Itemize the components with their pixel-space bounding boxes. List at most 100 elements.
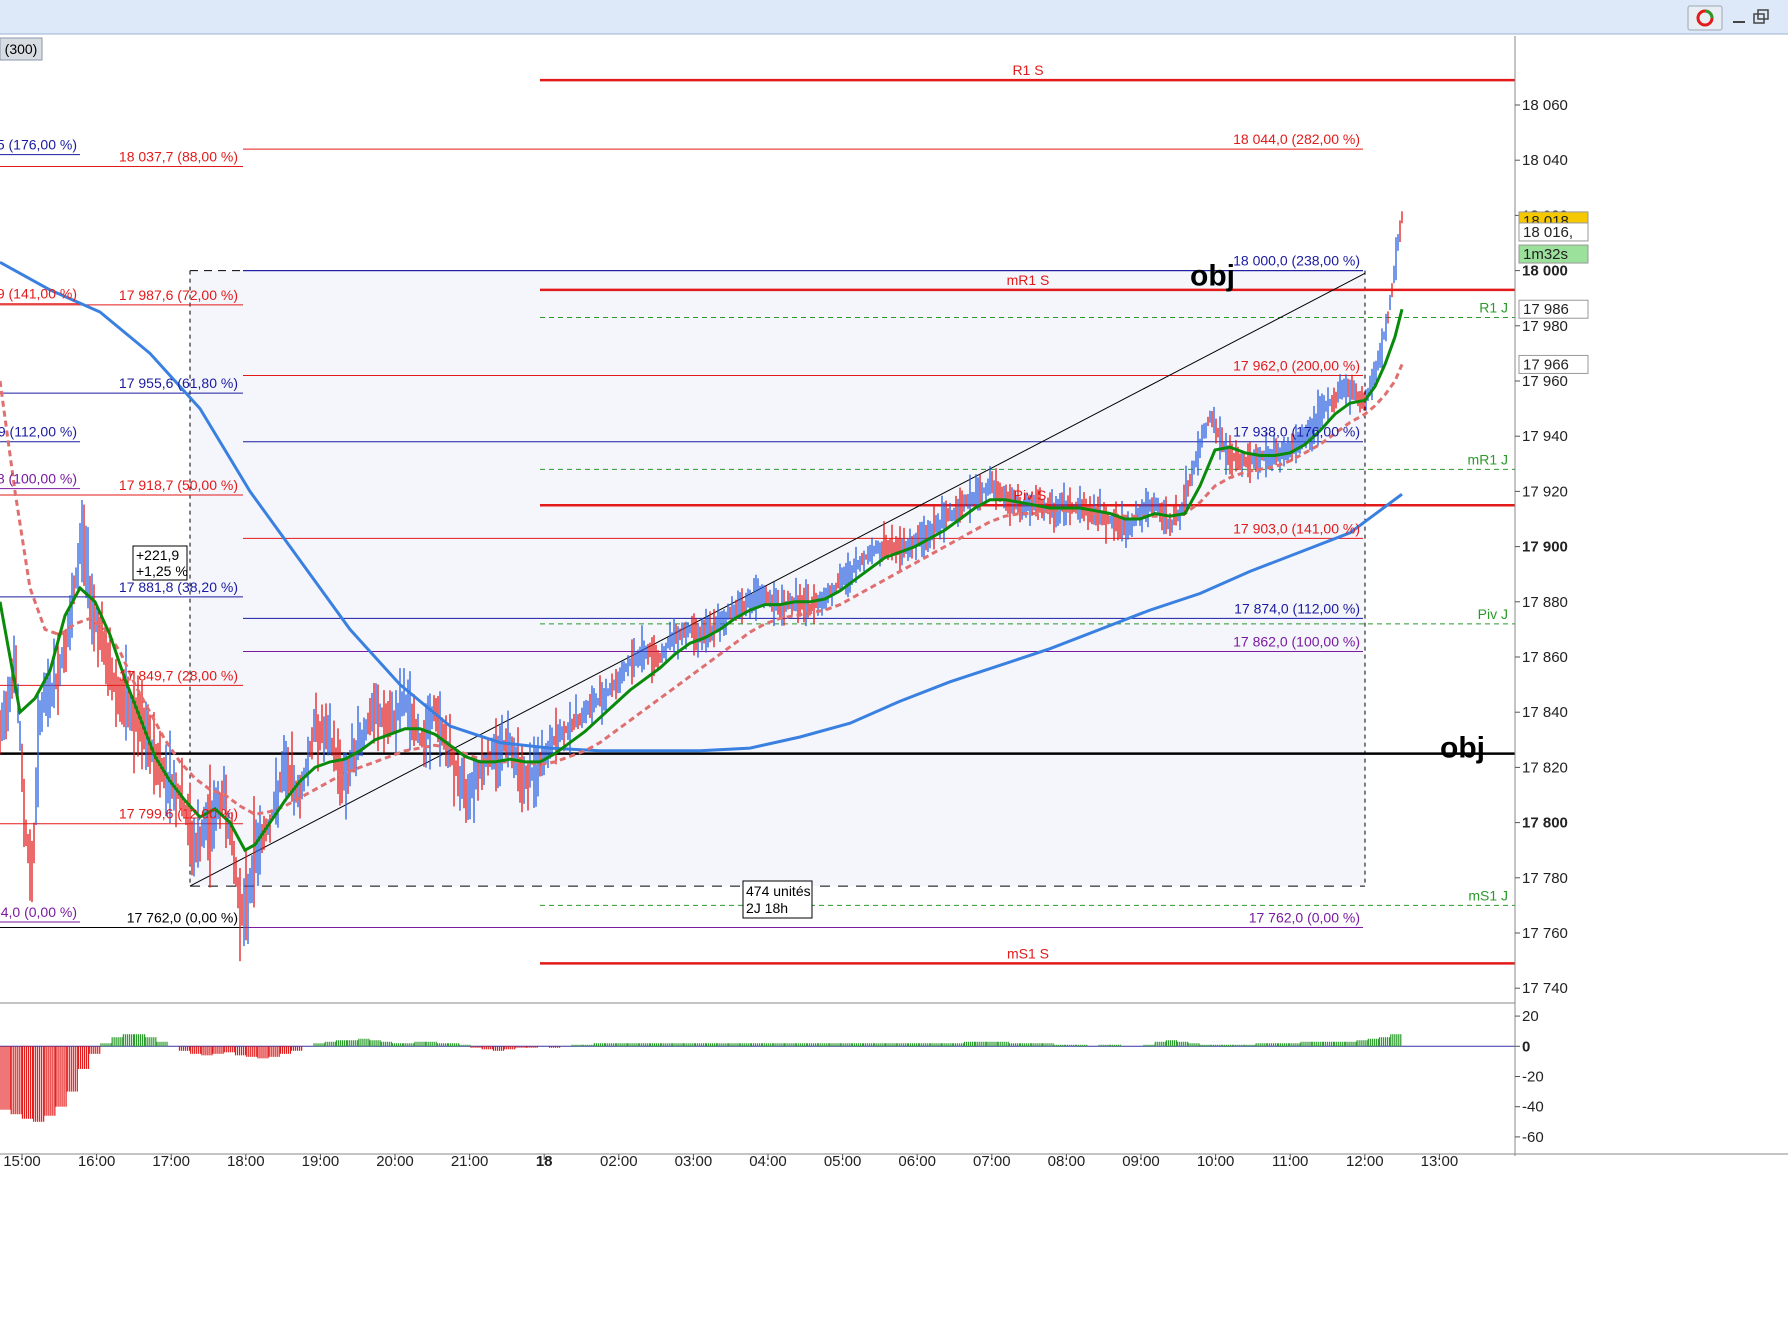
fib-right-label: 18 000,0 (238,00 %) [1233,253,1360,269]
price-tick-label: 17 780 [1522,870,1568,887]
obj-label: obj [1440,732,1485,765]
price-tick-label: 18 000 [1522,263,1568,280]
price-tick-label: 17 740 [1522,980,1568,997]
time-tick-label: 18:00 [227,1153,265,1170]
indicator-tick-label: -20 [1522,1068,1544,1085]
time-tick-label: 07:00 [973,1153,1011,1170]
title-bar [0,0,1788,34]
price-tag-label: 18 016, [1523,224,1573,241]
sync-icon[interactable] [1687,5,1723,31]
time-tick-label: 06:00 [898,1153,936,1170]
time-tick-label: 18 [536,1153,553,1170]
price-tag [1518,244,1589,264]
fib-right-label: 17 874,0 (112,00 %) [1234,600,1360,616]
indicator-tick-label: 20 [1522,1008,1539,1025]
fib-left-label: 17 987,6 (72,00 %) [119,287,238,303]
price-tick-label: 17 880 [1522,594,1568,611]
daily-label: Piv J [1478,606,1508,622]
pivot-label: Piv S [1014,487,1047,503]
price-tick-label: 17 980 [1522,318,1568,335]
time-tick-label: 12:00 [1346,1153,1384,1170]
period-button[interactable]: (300) [0,37,43,61]
histogram-layer [0,1002,1515,1122]
time-tick-label: 13:00 [1421,1153,1459,1170]
price-tick-label: 17 920 [1522,483,1568,500]
fib-right-label: 17 903,0 (141,00 %) [1233,520,1360,536]
fib-right-label: 17 962,0 (200,00 %) [1233,357,1360,373]
time-tick-label: 08:00 [1048,1153,1086,1170]
ema-green-line [0,308,1404,853]
time-tick-label: 11:00 [1272,1153,1308,1170]
price-tag-label: 17 986 [1523,301,1569,318]
price-tag-label: 1m32s [1523,246,1568,263]
fib-right-label: 17 862,0 (100,00 %) [1233,633,1360,649]
price-tick-label: 17 800 [1522,815,1568,832]
fib-right-label: 18 044,0 (282,00 %) [1233,131,1360,147]
fib-far-left-label: 9 (141,00 %) [0,286,77,302]
trendline [189,272,1366,887]
price-tick-label: 17 900 [1522,539,1568,556]
range-box-line1: 474 unités [746,883,811,899]
fib-far-left-label: 64,0 (0,00 %) [0,904,77,920]
level-labels-layer: 18 044,0 (282,00 %) 18 000,0 (238,00 %) 17… [0,62,1508,961]
pivot-label: R1 S [1012,62,1043,78]
restore-icon[interactable] [1753,9,1769,24]
time-tick-label: 05:00 [824,1153,862,1170]
price-tag [1518,354,1589,374]
time-tick-label: 10:00 [1197,1153,1235,1170]
range-box [742,880,813,919]
fib-far-left-label: 8 (100,00 %) [0,471,77,487]
price-tag [1518,299,1589,319]
time-tick-label: 17:00 [152,1153,190,1170]
time-tick-label: 16:00 [78,1153,116,1170]
price-tick-label: 17 940 [1522,428,1568,445]
fib-far-left-label: 9 (112,00 %) [0,424,77,440]
daily-label: mR1 J [1468,451,1508,467]
price-tick-label: 17 860 [1522,649,1568,666]
daily-label: mS1 J [1468,887,1508,903]
time-tick-label: 15:00 [3,1153,41,1170]
fib-left-label: 17 918,7 (50,00 %) [119,477,238,493]
fib-left-label: 17 762,0 (0,00 %) [127,909,238,925]
period-label: (300) [5,41,38,57]
pivot-label: mS1 S [1007,945,1049,961]
price-tag [1518,222,1589,242]
price-tick-label: 18 040 [1522,152,1568,169]
price-tick-label: 17 760 [1522,925,1568,942]
fib-left-label: 17 799,6 (12,00 %) [119,806,238,822]
time-tick-label: 02:00 [600,1153,638,1170]
fib-far-left-label: 5 (176,00 %) [0,137,77,153]
move-box-line1: +221,9 [136,547,179,563]
bottom-margin [0,1172,1788,1330]
sma-blue-line [0,260,1403,753]
range-box-line2: 2J 18h [746,900,788,916]
time-tick-label: 20:00 [376,1153,414,1170]
pivot-label: mR1 S [1007,272,1050,288]
price-tick-label: 17 820 [1522,759,1568,776]
time-tick-label: 19:00 [302,1153,340,1170]
fib-left-label: 17 881,8 (38,20 %) [119,579,238,595]
fib-left-label: 17 955,6 (61,80 %) [119,375,238,391]
fib-left-label: 18 037,7 (88,00 %) [119,149,238,165]
indicator-lines-layer [0,260,1404,853]
indicator-tick-label: 0 [1522,1038,1530,1055]
price-tick-label: 18 060 [1522,97,1568,114]
levels-layer [0,78,1515,965]
indicator-tick-label: -40 [1522,1099,1544,1116]
move-box [132,545,188,581]
daily-label: R1 J [1479,300,1508,316]
ema-red-line [0,363,1404,816]
fib-left-label: 17 849,7 (28,00 %) [119,667,238,683]
indicator-tick-label: -60 [1522,1129,1544,1146]
time-tick-label: 09:00 [1122,1153,1160,1170]
fib-right-label: 17 938,0 (176,00 %) [1233,424,1360,440]
price-tag-label: 17 966 [1523,356,1569,373]
move-box-line2: +1,25 % [136,563,188,579]
fib-right-label: 17 762,0 (0,00 %) [1249,909,1360,925]
price-tick-label: 17 840 [1522,704,1568,721]
time-tick-label: 04:00 [749,1153,787,1170]
